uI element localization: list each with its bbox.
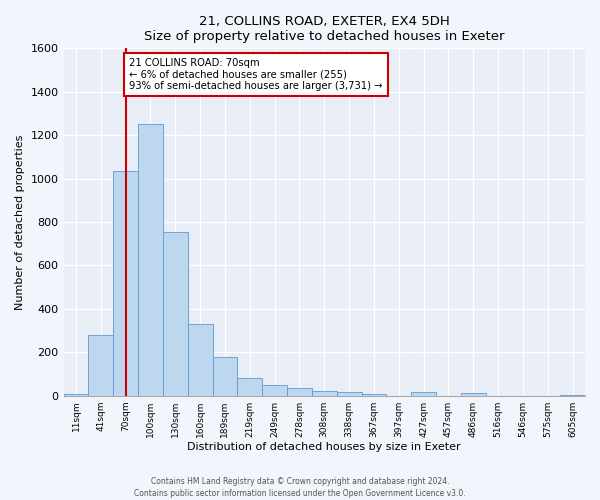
Y-axis label: Number of detached properties: Number of detached properties (15, 134, 25, 310)
Bar (138, 124, 163, 396)
Text: 21 COLLINS ROAD: 70sqm
← 6% of detached houses are smaller (255)
93% of semi-det: 21 COLLINS ROAD: 70sqm ← 6% of detached … (130, 58, 383, 92)
Bar (312, 391, 337, 396)
Bar (212, 356, 238, 396)
Bar (64, 394, 88, 396)
Bar (362, 394, 386, 396)
Bar (560, 394, 585, 396)
Bar (262, 386, 287, 396)
Bar (461, 393, 485, 396)
Bar (337, 392, 362, 396)
Bar (163, 232, 188, 396)
X-axis label: Distribution of detached houses by size in Exeter: Distribution of detached houses by size … (187, 442, 461, 452)
Bar (113, 171, 138, 396)
Bar (188, 324, 212, 396)
Bar (287, 388, 312, 396)
Bar (88, 335, 113, 396)
Title: 21, COLLINS ROAD, EXETER, EX4 5DH
Size of property relative to detached houses i: 21, COLLINS ROAD, EXETER, EX4 5DH Size o… (144, 15, 505, 43)
Bar (238, 378, 262, 396)
Text: Contains HM Land Registry data © Crown copyright and database right 2024.
Contai: Contains HM Land Registry data © Crown c… (134, 476, 466, 498)
Bar (411, 392, 436, 396)
